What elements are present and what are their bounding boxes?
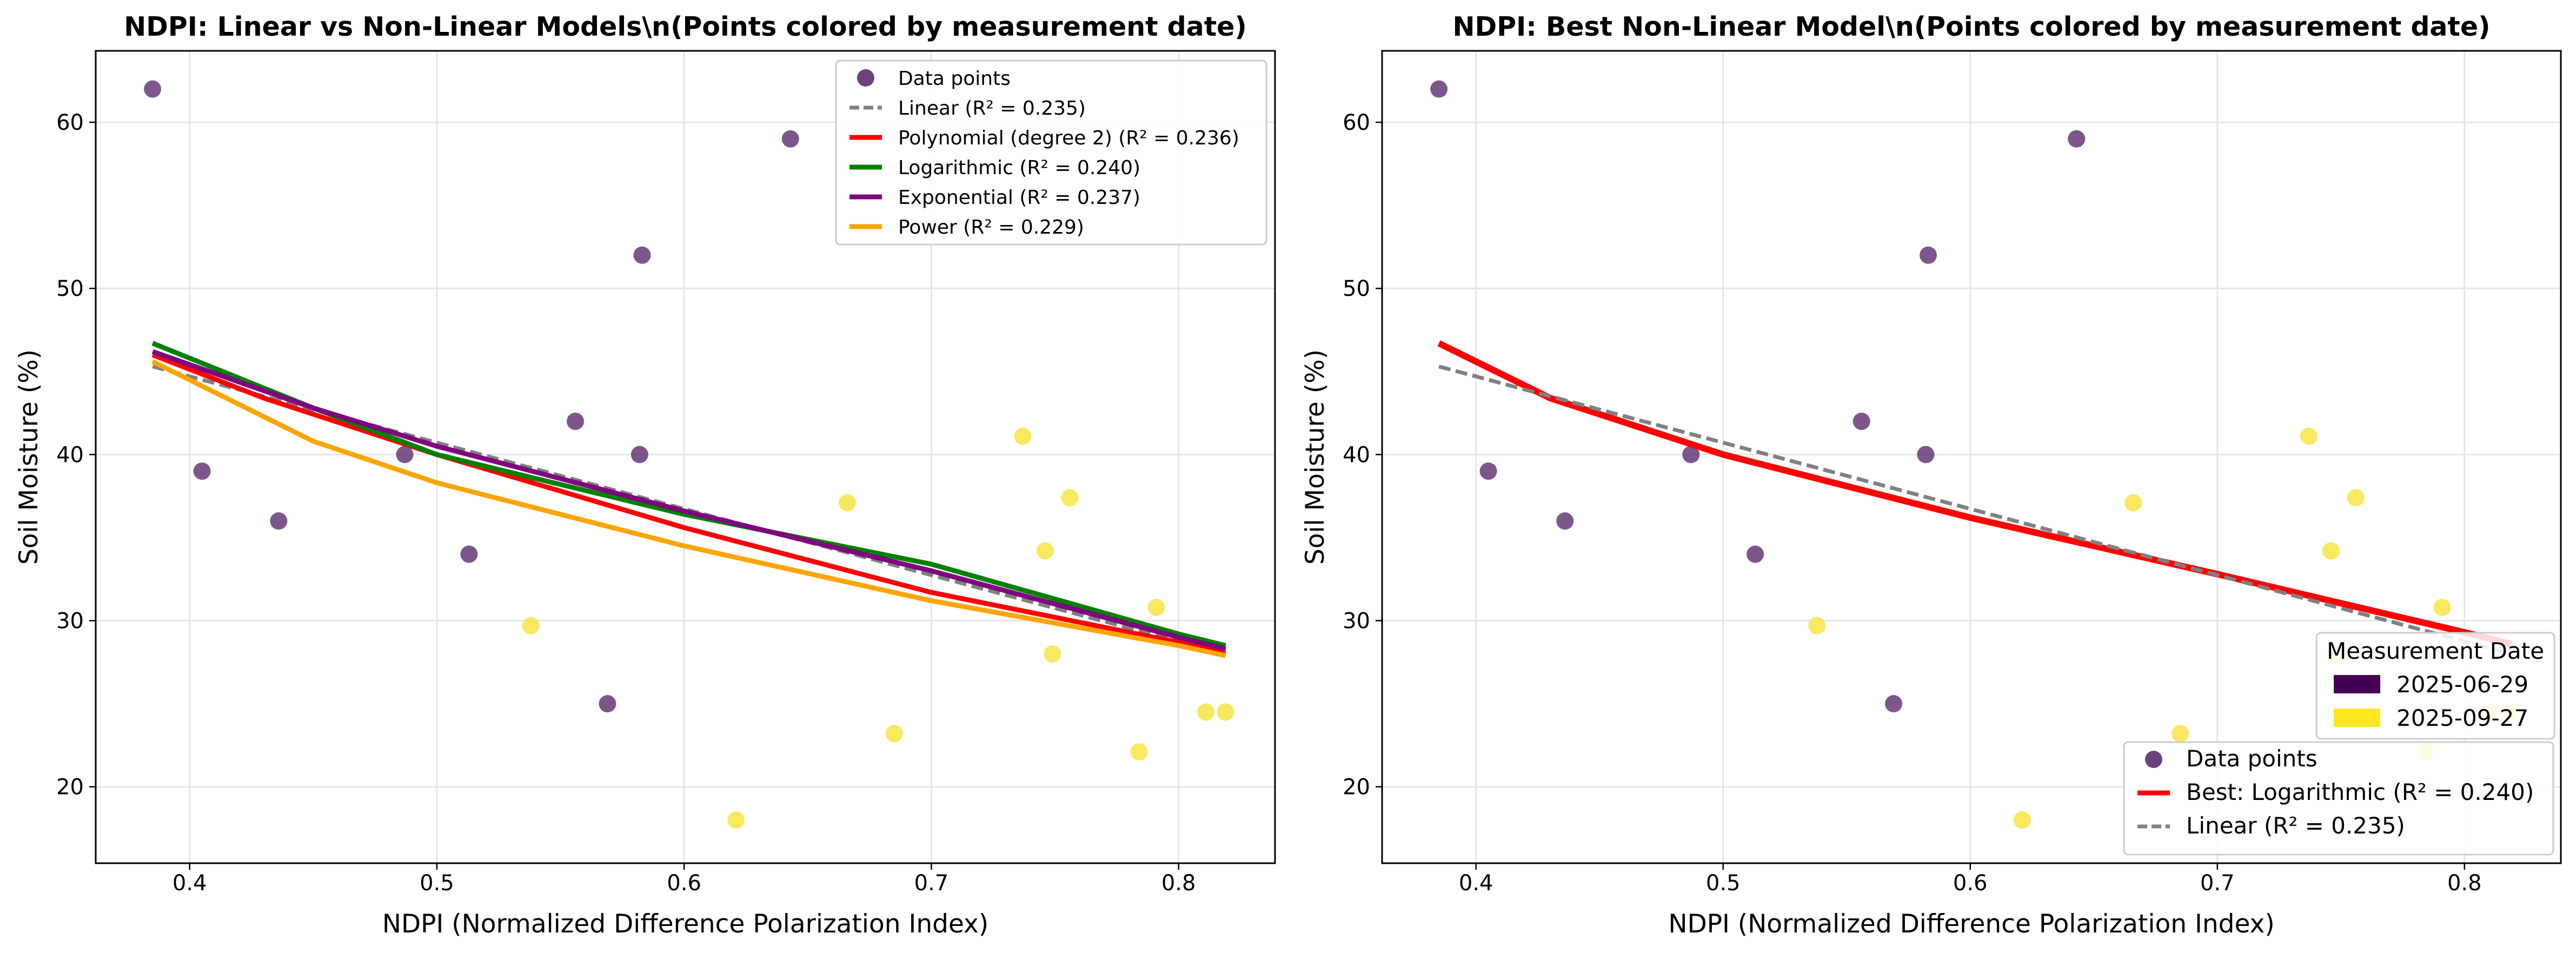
- data-point: [630, 446, 648, 464]
- plot-frame: [1381, 50, 2562, 864]
- data-point: [1885, 695, 1903, 713]
- data-point: [144, 80, 162, 98]
- data-point: [1556, 512, 1574, 530]
- y-tick-label: 20: [1343, 775, 1370, 800]
- fit-line: [151, 352, 1226, 653]
- x-tick-label: 0.5: [420, 871, 454, 896]
- data-point: [1130, 743, 1148, 761]
- chart-panel-1: 0.4 0.5 0.6 0.7 0.8 20 30 40 50 60 NDPI: Linear vs…: [14, 11, 1276, 939]
- legend: Data points Best: Logarithmic (R² = 0.240…: [2123, 741, 2554, 856]
- data-point: [1917, 446, 1935, 464]
- x-tick-label: 0.7: [2200, 871, 2235, 896]
- data-point: [1014, 427, 1032, 445]
- legend-label: Logarithmic (R² = 0.240): [898, 157, 1140, 179]
- x-tick-label: 0.6: [1953, 871, 1988, 896]
- y-tick-label: 30: [56, 609, 84, 634]
- legend-label: Data points: [898, 68, 1011, 90]
- y-tick-label: 40: [1343, 442, 1370, 467]
- legend-label: Best: Logarithmic (R² = 0.240): [2186, 779, 2534, 805]
- legend: Data points Linear (R² = 0.235) Polynomial…: [835, 59, 1267, 246]
- y-tick-label: 60: [1343, 110, 1370, 135]
- x-tick-label: 0.5: [1706, 871, 1741, 896]
- data-point: [727, 811, 745, 829]
- fit-line: [151, 349, 1226, 652]
- plot-frame: [95, 50, 1276, 864]
- data-point: [193, 462, 211, 480]
- data-point: [1036, 542, 1054, 560]
- chart-panel-2: 0.4 0.5 0.6 0.7 0.8 20 30 40 50 60 NDPI: Best Non-…: [1300, 11, 2562, 939]
- x-tick-label: 0.8: [2447, 871, 2482, 896]
- date-legend-title: Measurement Date: [2327, 638, 2544, 664]
- data-point: [2068, 130, 2086, 148]
- chart-title: NDPI: Best Non-Linear Model\n(Points col…: [1452, 11, 2490, 42]
- y-tick-label: 30: [1343, 609, 1370, 634]
- data-point: [1061, 489, 1079, 507]
- date-legend-swatch: [2334, 675, 2380, 693]
- data-point: [1044, 645, 1061, 663]
- legend-label: Exponential (R² = 0.237): [898, 187, 1140, 209]
- date-legend-label: 2025-06-29: [2396, 671, 2528, 698]
- legend-label: Linear (R² = 0.235): [2186, 812, 2405, 839]
- data-point: [2433, 598, 2451, 616]
- data-point: [1853, 412, 1870, 430]
- y-tick-label: 50: [1343, 276, 1370, 301]
- legend-box: [2123, 741, 2554, 856]
- data-point: [1479, 462, 1497, 480]
- y-tick-label: 60: [56, 110, 84, 135]
- data-point: [396, 446, 414, 464]
- data-point: [270, 512, 288, 530]
- x-tick-label: 0.4: [172, 871, 207, 896]
- data-point: [838, 494, 856, 512]
- fit-line: [151, 359, 1226, 658]
- data-point: [522, 617, 540, 634]
- y-tick-label: 20: [56, 775, 84, 800]
- legend-label: Polynomial (degree 2) (R² = 0.236): [898, 127, 1239, 149]
- x-axis-label: NDPI (Normalized Difference Polarization…: [382, 909, 988, 939]
- data-point: [1808, 617, 1826, 634]
- data-point: [781, 130, 799, 148]
- x-tick-label: 0.6: [667, 871, 701, 896]
- data-point: [1147, 598, 1165, 616]
- data-point: [1197, 703, 1214, 721]
- x-tick-label: 0.4: [1459, 871, 1493, 896]
- data-point: [2013, 811, 2031, 829]
- y-axis-label: Soil Moisture (%): [14, 349, 44, 565]
- data-point: [599, 695, 616, 713]
- data-point: [2300, 427, 2318, 445]
- data-point: [460, 545, 478, 563]
- chart-title: NDPI: Linear vs Non-Linear Models\n(Poin…: [124, 11, 1247, 42]
- data-point: [1920, 246, 1937, 264]
- x-tick-label: 0.8: [1161, 871, 1196, 896]
- data-point: [633, 246, 651, 264]
- date-legend-label: 2025-09-27: [2396, 705, 2528, 731]
- legend-label: Data points: [2186, 745, 2318, 772]
- date-legend: Measurement Date 2025-06-29 2025-09-27: [2315, 632, 2555, 740]
- data-point: [885, 725, 903, 743]
- data-point: [567, 412, 585, 430]
- y-axis-label: Soil Moisture (%): [1300, 349, 1330, 565]
- fit-line: [1438, 365, 2512, 656]
- data-point: [2347, 489, 2365, 507]
- data-point: [1682, 446, 1700, 464]
- x-axis-label: NDPI (Normalized Difference Polarization…: [1668, 909, 2274, 939]
- legend-marker: [2145, 751, 2162, 768]
- legend-box: [835, 59, 1267, 246]
- legend-marker: [857, 69, 874, 87]
- legend-label: Power (R² = 0.229): [898, 216, 1084, 239]
- data-point: [2124, 494, 2142, 512]
- data-point: [1747, 545, 1764, 563]
- data-point: [1217, 703, 1234, 721]
- y-tick-label: 50: [56, 276, 84, 301]
- legend-label: Linear (R² = 0.235): [898, 97, 1086, 120]
- data-point: [2322, 542, 2340, 560]
- data-point: [1430, 80, 1448, 98]
- data-point: [2172, 725, 2189, 743]
- date-legend-swatch: [2334, 709, 2380, 727]
- y-tick-label: 40: [56, 442, 84, 467]
- x-tick-label: 0.7: [914, 871, 949, 896]
